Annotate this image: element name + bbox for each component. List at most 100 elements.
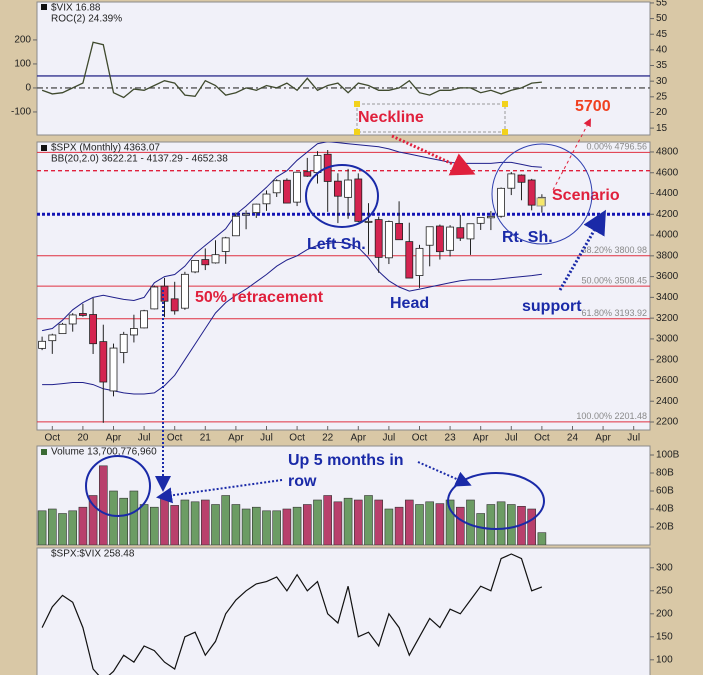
y-tick-label: 3400 (656, 292, 679, 303)
panel-legend: ROC(2) 24.39% (51, 14, 122, 25)
annotation: row (288, 473, 317, 490)
candle-body (293, 171, 301, 203)
volume-bar (364, 495, 373, 545)
candle-body (303, 171, 312, 177)
panel-legend: $SPX:$VIX 258.48 (51, 549, 135, 560)
y-tick-label: 3200 (656, 313, 679, 324)
annotation: Head (390, 295, 429, 312)
x-tick-label: 22 (322, 433, 334, 444)
candle-body (395, 223, 403, 241)
volume-bar (455, 506, 465, 545)
volume-bar (272, 510, 281, 545)
y-tick-label: 25 (656, 91, 668, 102)
volume-bar (129, 490, 139, 545)
y-tick-label: 4200 (656, 209, 679, 220)
candle-body (221, 237, 230, 252)
candle-body (68, 314, 77, 325)
annotation: Rt. Sh. (502, 229, 553, 246)
candle-body (129, 328, 138, 336)
candle-body (119, 333, 128, 353)
volume-bar (262, 510, 271, 545)
x-tick-label: Apr (228, 433, 244, 444)
clip-group (37, 465, 547, 545)
candle-body (405, 241, 414, 279)
drawings (41, 4, 606, 530)
left-shoulder-ellipse (305, 164, 379, 228)
volume-bar (435, 503, 445, 545)
candle-body (170, 298, 179, 312)
handle (502, 129, 508, 135)
candle-body (476, 217, 485, 224)
annotation: Scenario (552, 187, 620, 204)
volume-bar (47, 508, 57, 545)
volume-bar (231, 504, 241, 545)
y-tick-label: 2400 (656, 396, 679, 407)
volume-bar (190, 501, 200, 545)
candle-body (272, 180, 281, 194)
y-tick-label: 4600 (656, 167, 679, 178)
x-tick-label: Jul (260, 433, 273, 444)
candle-body (313, 155, 322, 173)
candle-body (242, 213, 250, 216)
candle-body (333, 180, 342, 197)
y-tick-label: 30 (656, 76, 668, 87)
volume-bar (506, 504, 516, 545)
volume-bar (211, 504, 220, 545)
y-tick-label: 35 (656, 60, 668, 71)
candle-body (180, 273, 189, 309)
annotation: 5700 (575, 98, 611, 115)
volume-bar (170, 505, 179, 545)
y-tick-label: 4400 (656, 188, 679, 199)
legend-marker (41, 449, 47, 455)
candle-body (99, 341, 108, 383)
candle-body (231, 215, 240, 237)
x-tick-label: Jul (505, 433, 518, 444)
annotation: Neckline (358, 109, 424, 126)
volume-bar (292, 506, 302, 545)
scenario-arrow (552, 118, 591, 191)
volume-bar (486, 504, 496, 545)
handle (354, 129, 360, 135)
candle-body (191, 259, 199, 273)
neckline-box (356, 103, 506, 133)
candle-body (354, 178, 363, 222)
fib-label: 38.20% 3800.98 (581, 245, 647, 255)
line-series (41, 41, 542, 99)
y-tick-label: 3000 (656, 334, 679, 345)
y-tick-label: 80B (656, 468, 674, 479)
volume-bar (302, 504, 312, 545)
y-tick-label: 0 (25, 83, 31, 94)
panel-legend: $VIX 16.88 (51, 3, 101, 14)
volume-bar (343, 497, 353, 545)
candle-body (58, 323, 67, 335)
candle-body (160, 285, 169, 302)
x-tick-label: Oct (289, 433, 305, 444)
panel-ratio (36, 547, 651, 675)
y-tick-label: 3600 (656, 271, 679, 282)
volume-bar (221, 495, 230, 545)
x-tick-label: Oct (412, 433, 428, 444)
volume-bar (496, 501, 506, 545)
y-tick-label: 50 (656, 13, 668, 24)
y-tick-label: 200 (14, 35, 31, 46)
fib-label: 0.00% 4796.56 (586, 142, 647, 152)
x-tick-label: 21 (200, 433, 212, 444)
volume-ellipse (85, 455, 151, 517)
annotation: Left Sh. (307, 236, 366, 253)
x-tick-label: Oct (45, 433, 61, 444)
y-tick-label: -100 (11, 107, 31, 118)
x-tick-label: Jul (138, 433, 151, 444)
candle-body (140, 310, 148, 329)
y-tick-label: 300 (656, 562, 673, 573)
candle-body (374, 219, 383, 258)
y-tick-label: 3800 (656, 250, 679, 261)
y-tick-label: 60B (656, 486, 674, 497)
panel-legend: BB(20,2.0) 3622.21 - 4137.29 - 4652.38 (51, 154, 228, 165)
x-tick-label: Apr (473, 433, 489, 444)
volume-bar (313, 499, 322, 545)
fib-label: 50.00% 3508.45 (581, 275, 647, 285)
line-series (41, 553, 543, 675)
x-tick-label: 23 (445, 433, 457, 444)
fib-label: 100.00% 2201.48 (576, 411, 647, 421)
